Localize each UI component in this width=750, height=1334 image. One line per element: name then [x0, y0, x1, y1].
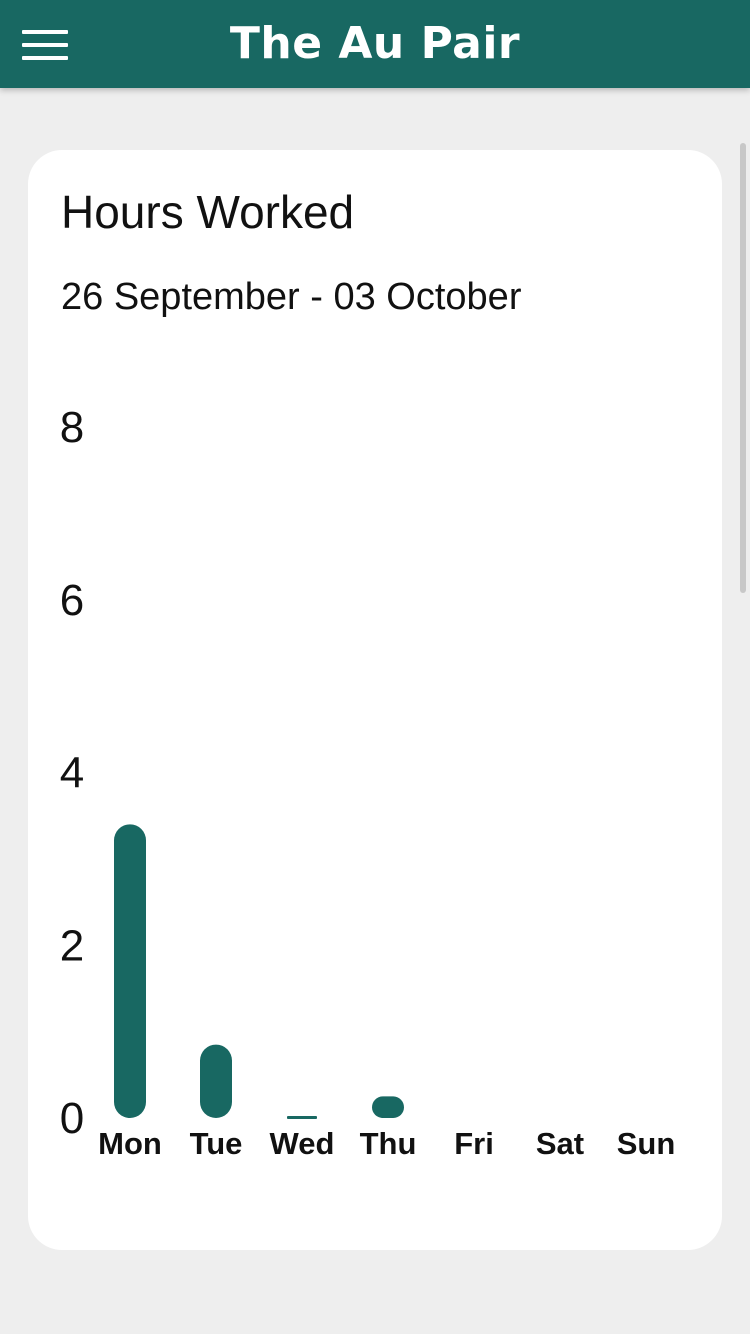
x-tick-label: Thu — [360, 1126, 417, 1161]
app-title: The Au Pair — [229, 18, 521, 69]
x-tick-label: Tue — [190, 1126, 243, 1161]
hours-bar-chart: 0 2 4 6 8 Mon Tue Wed Thu Fri Sat Sun — [60, 403, 676, 1161]
y-tick-label: 8 — [60, 403, 84, 452]
bar-wed[interactable] — [287, 1116, 317, 1119]
menu-line — [22, 30, 68, 34]
hamburger-menu-icon[interactable] — [22, 28, 70, 62]
scrollbar[interactable] — [740, 143, 746, 593]
y-tick-label: 6 — [60, 576, 84, 625]
bar-tue[interactable] — [200, 1044, 232, 1118]
bar-thu[interactable] — [372, 1096, 404, 1118]
date-range: 26 September - 03 October — [61, 276, 522, 318]
y-tick-label: 0 — [60, 1094, 84, 1143]
x-tick-label: Sat — [536, 1126, 584, 1161]
x-tick-label: Fri — [454, 1126, 494, 1161]
x-tick-label: Mon — [98, 1126, 162, 1161]
menu-line — [22, 56, 68, 60]
menu-line — [22, 43, 68, 47]
card-title: Hours Worked — [61, 186, 355, 238]
app-header: The Au Pair — [0, 0, 750, 88]
bar-mon[interactable] — [114, 824, 146, 1118]
hours-worked-card: Hours Worked 26 September - 03 October 0… — [28, 150, 722, 1250]
x-tick-label: Sun — [617, 1126, 676, 1161]
y-tick-label: 2 — [60, 921, 84, 970]
x-tick-label: Wed — [270, 1126, 335, 1161]
y-tick-label: 4 — [60, 749, 84, 798]
